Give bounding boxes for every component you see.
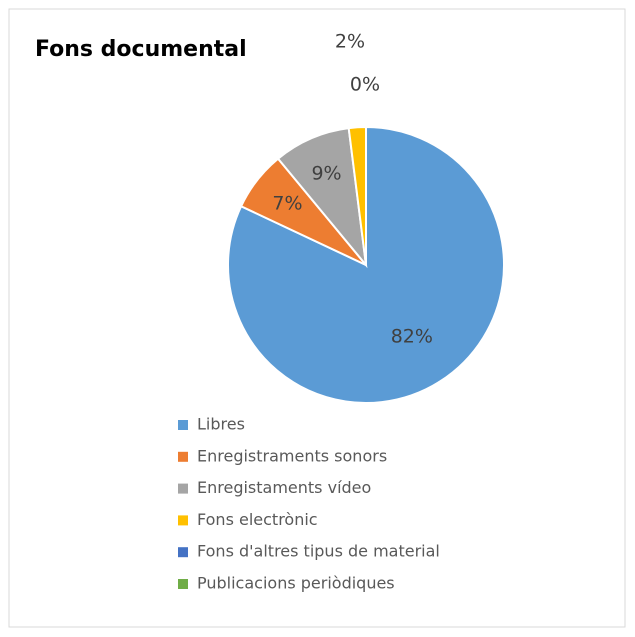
legend-swatch <box>178 483 188 494</box>
legend-label: Libres <box>197 415 245 434</box>
pie-slice <box>227 125 505 404</box>
data-label: 7% <box>272 193 302 215</box>
legend-label: Publicacions periòdiques <box>197 574 395 593</box>
legend-swatch <box>178 547 188 558</box>
legend-swatch <box>178 579 188 589</box>
data-label: 82% <box>391 326 433 348</box>
legend-swatch <box>178 420 188 430</box>
chart-title: Fons documental <box>35 37 247 62</box>
legend-label: Enregistraments sonors <box>197 446 387 465</box>
data-label: 0% <box>350 74 380 96</box>
legend-swatch <box>178 451 188 462</box>
legend-label: Fons d'altres tipus de material <box>197 542 440 561</box>
legend-swatch <box>178 515 188 526</box>
legend-label: Enregistaments vídeo <box>197 478 371 497</box>
data-label: 9% <box>311 162 341 184</box>
legend-label: Fons electrònic <box>197 510 318 529</box>
data-label: 2% <box>335 31 365 53</box>
pie-slice <box>347 125 367 266</box>
